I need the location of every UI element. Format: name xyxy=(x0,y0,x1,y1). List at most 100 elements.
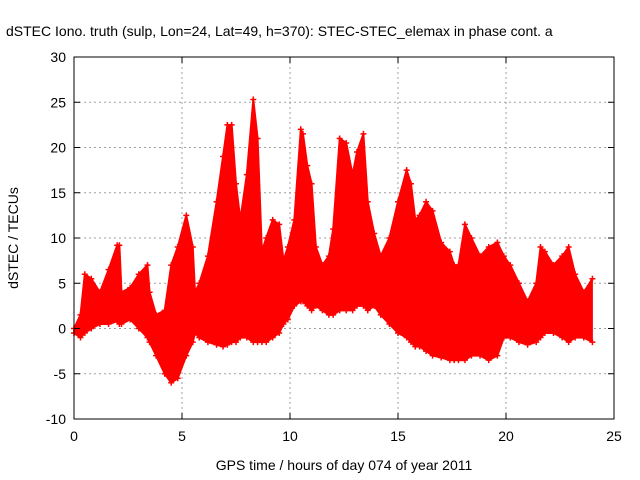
data-point-marker xyxy=(144,262,151,269)
data-point-marker xyxy=(276,330,283,337)
data-point-marker xyxy=(146,289,153,296)
data-point-marker xyxy=(308,307,315,314)
data-point-marker xyxy=(423,198,430,205)
data-point-marker xyxy=(263,339,270,346)
data-point-marker xyxy=(81,271,88,278)
data-point-marker xyxy=(284,244,291,251)
data-point-marker xyxy=(494,239,501,246)
data-point-marker xyxy=(403,334,410,341)
data-point-marker xyxy=(550,262,557,269)
data-point-marker xyxy=(412,216,419,223)
data-point-marker xyxy=(233,180,239,187)
data-point-marker xyxy=(105,266,112,273)
data-point-marker xyxy=(524,298,531,305)
data-point-marker xyxy=(353,302,360,309)
data-point-marker xyxy=(500,334,507,341)
data-point-marker xyxy=(507,334,514,341)
chart-title: dSTEC Iono. truth (sulp, Lon=24, Lat=49,… xyxy=(6,23,553,39)
data-point-marker xyxy=(258,248,265,255)
data-point-marker xyxy=(572,271,579,278)
data-point-marker xyxy=(477,352,484,359)
data-point-marker xyxy=(455,357,462,364)
data-point-marker xyxy=(468,235,475,241)
data-point-marker xyxy=(429,207,436,214)
data-point-marker xyxy=(360,130,367,137)
data-point-marker xyxy=(299,130,306,137)
y-tick-label: -5 xyxy=(54,366,67,382)
x-tick-label: 25 xyxy=(606,428,622,444)
data-point-marker xyxy=(319,307,326,314)
data-point-marker xyxy=(407,180,414,187)
data-point-marker xyxy=(515,339,522,346)
data-point-marker xyxy=(330,225,337,232)
data-point-marker xyxy=(146,339,153,346)
data-point-marker xyxy=(416,343,423,350)
data-point-marker xyxy=(237,216,244,223)
data-point-marker xyxy=(118,320,125,327)
data-point-marker xyxy=(237,334,244,341)
data-point-marker xyxy=(96,289,103,296)
data-point-marker xyxy=(336,135,343,142)
data-point-marker xyxy=(280,257,287,264)
plus-markers xyxy=(71,96,596,386)
data-point-marker xyxy=(250,96,257,103)
data-point-marker xyxy=(565,339,572,346)
data-point-marker xyxy=(263,235,270,241)
data-point-marker xyxy=(213,341,220,348)
data-point-marker xyxy=(291,302,298,309)
data-point-marker xyxy=(291,216,298,223)
data-point-marker xyxy=(371,230,378,237)
data-point-marker xyxy=(589,275,596,282)
data-point-marker xyxy=(276,221,283,228)
data-point-marker xyxy=(269,334,276,341)
series-dstec xyxy=(71,96,596,386)
data-point-marker xyxy=(204,253,211,260)
data-point-marker xyxy=(319,262,326,269)
x-tick-label: 20 xyxy=(498,428,514,444)
y-tick-label: 5 xyxy=(58,275,66,291)
data-point-marker xyxy=(304,302,311,309)
data-point-marker xyxy=(161,370,168,377)
data-point-marker xyxy=(233,339,239,346)
data-point-marker xyxy=(220,153,227,160)
data-point-marker xyxy=(550,330,557,337)
data-point-marker xyxy=(81,330,88,337)
data-point-marker xyxy=(297,126,304,133)
data-point-marker xyxy=(541,330,548,337)
data-point-marker xyxy=(377,253,384,260)
data-point-marker xyxy=(161,307,168,314)
data-point-marker xyxy=(174,375,181,382)
data-point-marker xyxy=(524,341,531,348)
x-ticks: 0 5 10 15 20 25 xyxy=(70,57,622,444)
data-point-marker xyxy=(224,341,231,348)
data-point-marker xyxy=(559,334,566,341)
data-point-marker xyxy=(153,311,160,318)
data-point-marker xyxy=(168,262,175,269)
data-point-marker xyxy=(269,216,276,223)
data-point-marker xyxy=(308,180,315,187)
data-point-marker xyxy=(461,357,468,364)
data-point-marker xyxy=(88,275,95,282)
data-point-marker xyxy=(299,298,306,305)
y-tick-label: 30 xyxy=(50,49,66,65)
data-point-marker xyxy=(455,262,462,269)
data-point-marker xyxy=(191,330,198,337)
data-point-marker xyxy=(403,167,410,174)
data-point-marker xyxy=(386,235,393,241)
data-point-marker xyxy=(228,121,235,128)
data-point-marker xyxy=(364,307,371,314)
data-point-marker xyxy=(349,307,356,314)
data-point-marker xyxy=(541,248,548,255)
data-point-marker xyxy=(127,284,134,291)
data-point-marker xyxy=(395,198,401,205)
data-point-marker xyxy=(565,244,572,251)
data-point-marker xyxy=(533,339,540,346)
x-tick-label: 10 xyxy=(282,428,298,444)
x-tick-label: 5 xyxy=(178,428,186,444)
data-point-marker xyxy=(537,334,544,341)
data-point-marker xyxy=(461,221,468,228)
data-point-marker xyxy=(144,334,151,341)
data-point-marker xyxy=(77,334,84,341)
data-point-marker xyxy=(377,311,384,318)
data-point-marker xyxy=(349,171,356,178)
